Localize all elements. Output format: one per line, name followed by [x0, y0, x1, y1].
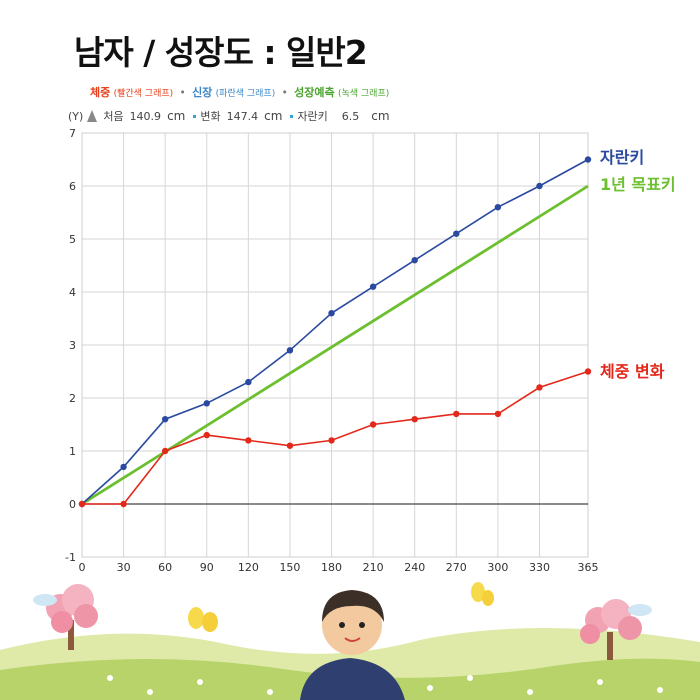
bullet-icon	[193, 114, 197, 118]
y-tick-label: 1	[69, 445, 76, 458]
y-tick-label: -1	[65, 551, 76, 564]
series-point	[411, 257, 418, 264]
series-point	[286, 347, 294, 354]
series-label: 체중 변화	[600, 362, 665, 381]
x-tick-label: 0	[79, 561, 86, 574]
y-tick-label: 3	[69, 339, 76, 352]
x-tick-label: 150	[279, 561, 300, 574]
y-tick-label: 7	[69, 127, 76, 140]
growth-chart: 0 30 60 90 120 150 180 210 240 270 300 330 365-10123…	[65, 127, 676, 574]
y-axis-label: (Y)	[68, 109, 84, 123]
x-tick-label: 180	[321, 561, 342, 574]
scenery-illustration	[0, 582, 700, 700]
up-arrow-icon	[87, 110, 98, 122]
x-tick-label: 60	[158, 561, 172, 574]
series-point	[161, 447, 169, 455]
grew-label: 자란키	[297, 110, 328, 123]
start-unit: cm	[167, 109, 186, 123]
series-point	[161, 416, 169, 423]
series-label: 1년 목표키	[600, 175, 676, 194]
series-point	[453, 410, 460, 418]
tree-left	[46, 584, 98, 650]
x-tick-label: 30	[117, 561, 131, 574]
series-point	[536, 384, 543, 391]
legend-weight-label: 체중	[90, 86, 111, 99]
legend: 체중 (빨간색 그래프) • 신장 (파란색 그래프) • 성장예측 (녹색 그…	[90, 84, 389, 100]
start-value: 140.9	[129, 109, 162, 123]
butterfly-icon	[188, 582, 494, 632]
legend-prediction-label: 성장예측	[294, 86, 335, 99]
x-tick-label: 240	[404, 561, 425, 574]
child-illustration	[300, 590, 405, 700]
series-point	[369, 421, 377, 428]
page-title: 남자 / 성장도 : 일반2	[74, 33, 368, 72]
series-point	[328, 437, 335, 444]
series-point	[536, 182, 543, 190]
change-value: 147.4	[226, 109, 259, 123]
series-line	[82, 370, 589, 505]
change-unit: cm	[264, 109, 283, 123]
x-tick-label: 270	[446, 561, 467, 574]
x-tick-label: 120	[238, 561, 259, 574]
y-tick-label: 6	[69, 180, 76, 193]
series-point	[584, 156, 592, 163]
legend-separator: •	[179, 87, 186, 99]
series-point	[203, 431, 210, 439]
bullet-icon	[290, 114, 294, 118]
series	[78, 156, 592, 508]
legend-separator: •	[281, 87, 288, 99]
x-tick-label: 365	[578, 561, 599, 574]
series-point	[453, 230, 460, 237]
start-label: 처음	[103, 110, 124, 123]
series-point	[584, 368, 592, 375]
change-label: 변화	[200, 110, 221, 123]
tree-right	[580, 599, 642, 660]
series-point	[245, 437, 252, 444]
y-tick-label: 5	[69, 233, 76, 246]
series-label: 자란키	[600, 148, 644, 167]
cloud-icon	[33, 594, 652, 616]
grew-value: 6.5	[341, 109, 360, 123]
legend-height-note: (파란색 그래프)	[215, 89, 276, 99]
x-tick-label: 330	[529, 561, 550, 574]
axes: 0 30 60 90 120 150 180 210 240 270 300 330 365-10123…	[65, 127, 599, 574]
series-point	[120, 500, 127, 508]
info-line: (Y) 처음 140.9 cm 변화 147.4 cm 자란키 6.5 cm	[68, 108, 390, 124]
x-tick-label: 90	[200, 561, 214, 574]
series-point	[286, 442, 294, 449]
series-point	[328, 310, 335, 317]
series-point	[245, 378, 252, 386]
series-line	[81, 158, 589, 505]
x-tick-label: 300	[487, 561, 508, 574]
series-point	[411, 416, 418, 423]
legend-prediction-note: (녹색 그래프)	[337, 89, 390, 99]
y-tick-label: 2	[69, 392, 76, 405]
series-point	[203, 400, 210, 407]
y-tick-label: 4	[69, 286, 76, 299]
y-tick-label: 0	[69, 498, 76, 511]
series-point	[78, 500, 86, 508]
legend-weight-note: (빨간색 그래프)	[113, 89, 174, 99]
x-tick-label: 210	[363, 561, 384, 574]
series-point	[494, 410, 502, 418]
legend-height-label: 신장	[192, 86, 213, 99]
grew-unit: cm	[371, 109, 390, 123]
plot-frame	[81, 132, 589, 558]
series-point	[369, 283, 377, 290]
series-point	[494, 204, 502, 211]
series-point	[120, 463, 127, 471]
flower-icons	[107, 675, 663, 695]
